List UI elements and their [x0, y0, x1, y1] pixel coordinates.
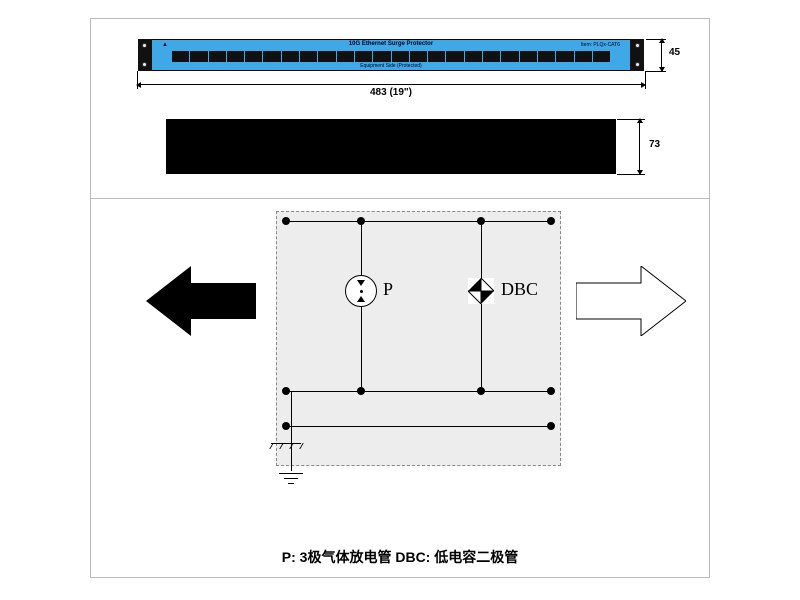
dim-width-label: 483 (19") [137, 87, 645, 98]
device-front-view: ▲ 10G Ethernet Surge Protector Item: PLQ… [151, 39, 631, 71]
wire-mid [286, 391, 551, 392]
rj45-port [501, 51, 518, 62]
rj45-port [575, 51, 592, 62]
rj45-port [245, 51, 262, 62]
rj45-port [465, 51, 482, 62]
schematic: P DBC [221, 211, 581, 481]
rack-ear-left [138, 39, 152, 71]
figure-frame: ▲ 10G Ethernet Surge Protector Item: PLQ… [90, 18, 710, 578]
rj45-ports [172, 51, 610, 62]
legend: P: 3极气体放电管 DBC: 低电容二极管 [91, 547, 709, 567]
wire-ground [291, 391, 292, 471]
rj45-port [483, 51, 500, 62]
part-number: Item: PLQx-CAT6 [581, 42, 620, 48]
schematic-panel: P DBC [91, 199, 709, 577]
rj45-port [300, 51, 317, 62]
rj45-port [410, 51, 427, 62]
rj45-port [209, 51, 226, 62]
wire-top [286, 221, 551, 222]
dim-height-line [661, 39, 662, 71]
rj45-port [190, 51, 207, 62]
device-subtitle: Equipment Side (Protected) [152, 63, 630, 69]
device-title: 10G Ethernet Surge Protector [152, 41, 630, 47]
dim-depth-line [639, 119, 640, 174]
node [282, 217, 290, 225]
rj45-port [355, 51, 372, 62]
protection-block [276, 211, 561, 466]
node [477, 217, 485, 225]
arrow-out-icon [576, 266, 686, 336]
rj45-port [263, 51, 280, 62]
dim-width-line [137, 84, 645, 85]
arrow-in-icon [146, 266, 256, 336]
dbc-label: DBC [501, 279, 538, 300]
device-depth-view [166, 119, 616, 174]
node [282, 422, 290, 430]
rj45-port [373, 51, 390, 62]
node [547, 217, 555, 225]
node [547, 422, 555, 430]
rj45-port [282, 51, 299, 62]
rj45-port [337, 51, 354, 62]
mechanical-panel: ▲ 10G Ethernet Surge Protector Item: PLQ… [91, 19, 709, 199]
rj45-port [556, 51, 573, 62]
wire-v-dbc [481, 221, 482, 391]
rj45-port [446, 51, 463, 62]
rj45-port [227, 51, 244, 62]
node [547, 387, 555, 395]
rj45-port [172, 51, 189, 62]
dim-height-label: 45 [669, 47, 680, 58]
wire-bot [286, 426, 551, 427]
rj45-port [318, 51, 335, 62]
rj45-port [520, 51, 537, 62]
gdt-label: P [383, 279, 393, 300]
node [477, 387, 485, 395]
node [357, 387, 365, 395]
rj45-port [392, 51, 409, 62]
node [282, 387, 290, 395]
rack-ear-right [630, 39, 644, 71]
node [357, 217, 365, 225]
dim-depth-label: 73 [649, 139, 660, 150]
gas-discharge-tube-icon [345, 275, 377, 307]
diode-bridge-icon [468, 278, 494, 304]
rj45-port [593, 51, 610, 62]
rj45-port [428, 51, 445, 62]
rj45-port [538, 51, 555, 62]
